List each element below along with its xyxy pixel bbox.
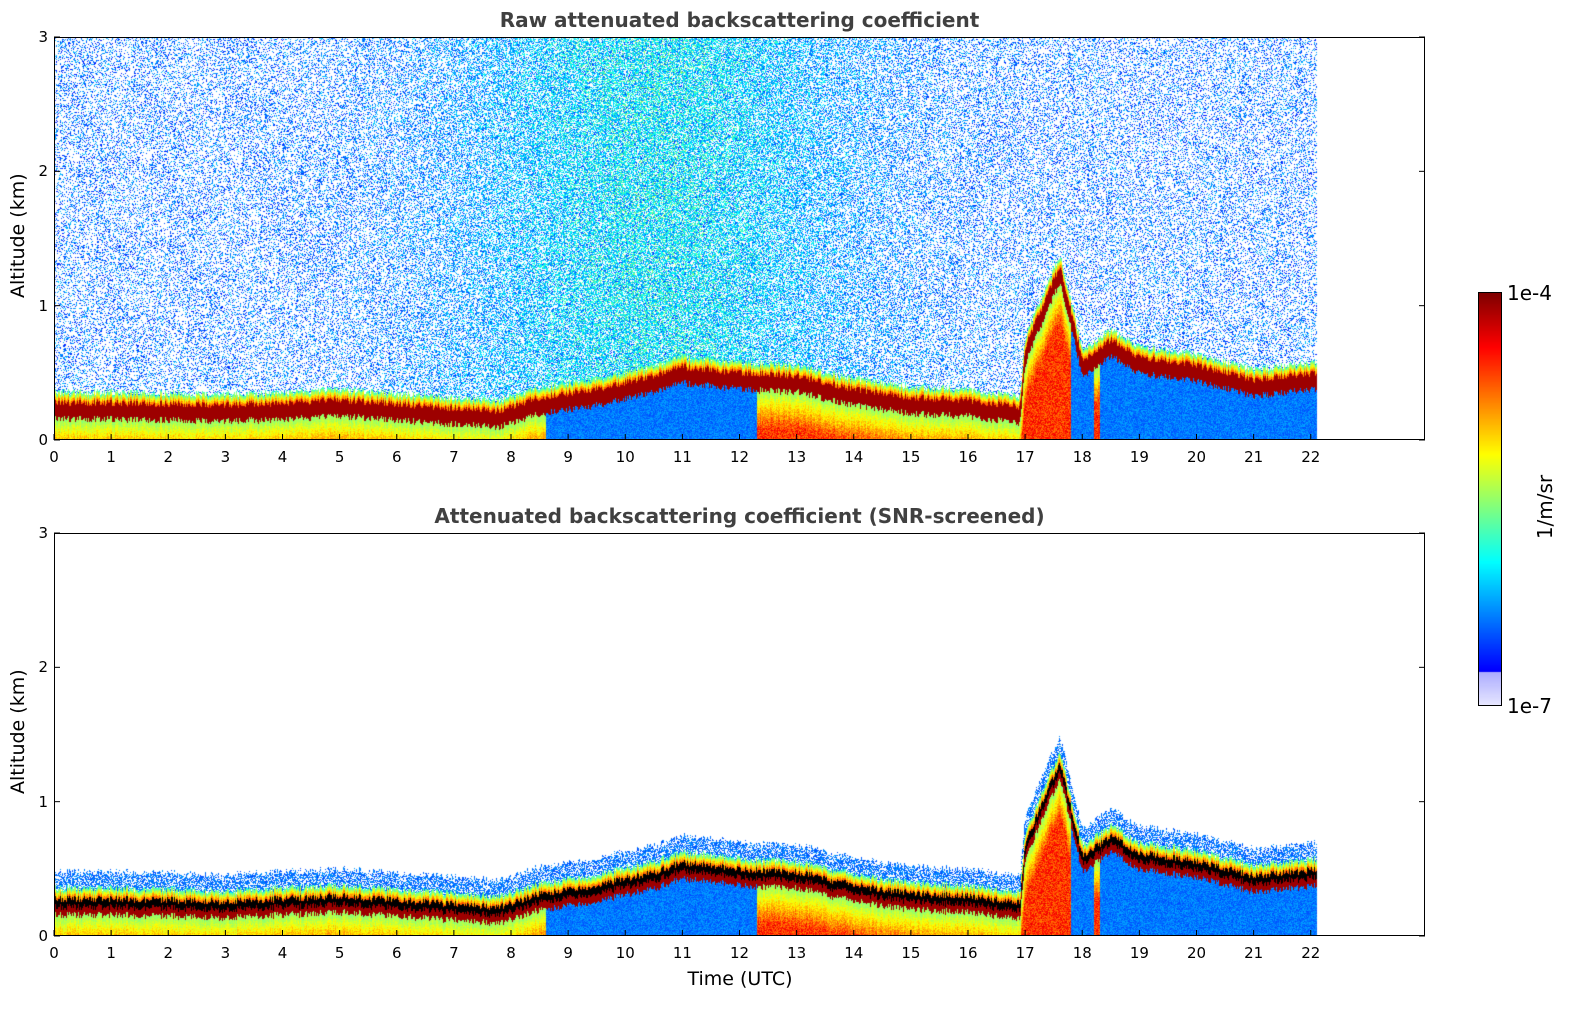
chart-title-bottom: Attenuated backscattering coefficient (S… [434,504,1045,528]
x-tick-label: 12 [729,448,750,466]
x-tick-label: 0 [49,944,59,962]
colorbar-min-label: 1e-7 [1507,694,1552,718]
backscatter-heatmap-raw [54,37,1425,440]
x-tick-label: 22 [1301,944,1321,962]
x-tick-label: 16 [958,448,978,466]
x-tick-label: 5 [334,944,345,962]
y-axis-label-top: Altitude (km) [7,173,29,298]
x-tick-label: 2 [163,448,174,466]
x-tick-label: 17 [1015,944,1035,962]
colorbar-max-label: 1e-4 [1507,281,1552,305]
plot-area-top [53,36,1425,441]
x-tick-label: 1 [106,448,116,466]
colorbar [1478,292,1502,706]
x-tick-label: 13 [787,448,807,466]
y-tick-label: 1 [38,792,48,811]
y-tick-label: 3 [38,28,48,46]
x-tick-label: 13 [787,944,807,962]
x-tick-label: 22 [1301,448,1321,466]
x-tick-label: 0 [49,448,59,466]
x-tick-label: 8 [506,944,516,962]
x-tick-label: 7 [449,944,459,962]
x-tick-label: 6 [391,448,402,466]
x-tick-label: 15 [901,944,921,962]
colorbar-unit-label: 1/m/sr [1533,474,1557,540]
x-tick-label: 18 [1072,944,1092,962]
x-tick-label: 9 [563,448,573,466]
y-tick-label: 1 [38,296,48,315]
y-tick-label: 0 [38,431,48,449]
x-tick-label: 3 [220,944,231,962]
x-tick-label: 17 [1015,448,1035,466]
x-tick-label: 10 [615,448,635,466]
x-tick-label: 3 [220,448,231,466]
y-tick-label: 2 [38,162,48,181]
x-tick-label: 20 [1186,944,1207,962]
x-tick-label: 15 [901,448,921,466]
y-tick-label: 3 [38,524,48,542]
x-tick-label: 11 [672,944,692,962]
x-tick-label: 19 [1129,944,1149,962]
x-tick-label: 19 [1129,448,1149,466]
backscatter-heatmap-screened [54,533,1425,936]
plot-area-bottom [53,532,1425,937]
chart-title-top: Raw attenuated backscattering coefficien… [499,8,980,32]
x-tick-label: 2 [163,944,174,962]
x-tick-label: 11 [672,448,692,466]
y-tick-label: 2 [38,658,48,677]
x-tick-label: 14 [844,448,864,466]
y-tick-label: 0 [38,927,48,945]
x-tick-label: 10 [615,944,635,962]
colorbar-gradient [1479,293,1501,705]
x-tick-label: 1 [106,944,116,962]
plot-frame-bottom [54,533,1425,936]
x-tick-label: 8 [506,448,516,466]
x-tick-label: 4 [277,944,288,962]
x-tick-label: 16 [958,944,978,962]
plot-frame-top [54,37,1425,440]
x-tick-label: 6 [391,944,402,962]
x-tick-label: 7 [449,448,459,466]
x-tick-label: 5 [334,448,345,466]
x-axis-label: Time (UTC) [687,968,793,990]
x-tick-label: 12 [729,944,750,962]
x-tick-label: 18 [1072,448,1092,466]
x-tick-label: 20 [1186,448,1207,466]
x-tick-label: 14 [844,944,864,962]
x-tick-label: 9 [563,944,573,962]
x-tick-label: 21 [1244,448,1264,466]
x-tick-label: 21 [1244,944,1264,962]
x-tick-label: 4 [277,448,288,466]
y-axis-label-bottom: Altitude (km) [7,669,29,794]
